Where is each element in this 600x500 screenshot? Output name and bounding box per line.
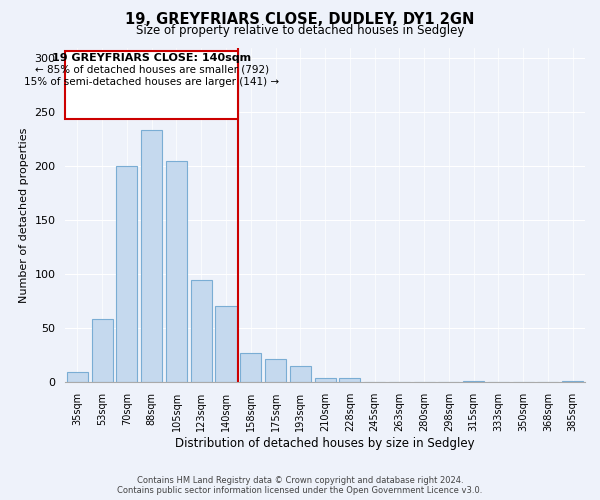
X-axis label: Distribution of detached houses by size in Sedgley: Distribution of detached houses by size … (175, 437, 475, 450)
Bar (339, 378, 361, 382)
Bar (67, 372, 88, 382)
Y-axis label: Number of detached properties: Number of detached properties (19, 127, 29, 302)
Text: ← 85% of detached houses are smaller (792): ← 85% of detached houses are smaller (79… (35, 65, 269, 75)
Text: 19 GREYFRIARS CLOSE: 140sqm: 19 GREYFRIARS CLOSE: 140sqm (52, 52, 251, 62)
Bar (314, 378, 335, 382)
Bar (166, 161, 187, 382)
FancyBboxPatch shape (65, 51, 238, 120)
Bar (265, 358, 286, 382)
Bar (215, 306, 236, 382)
Bar (92, 318, 113, 382)
Bar (116, 166, 137, 382)
Bar (240, 353, 261, 382)
Text: Size of property relative to detached houses in Sedgley: Size of property relative to detached ho… (136, 24, 464, 37)
Bar (290, 366, 311, 382)
Text: 19, GREYFRIARS CLOSE, DUDLEY, DY1 2GN: 19, GREYFRIARS CLOSE, DUDLEY, DY1 2GN (125, 12, 475, 28)
Bar (141, 130, 162, 382)
Bar (191, 280, 212, 382)
Text: Contains HM Land Registry data © Crown copyright and database right 2024.
Contai: Contains HM Land Registry data © Crown c… (118, 476, 482, 495)
Text: 15% of semi-detached houses are larger (141) →: 15% of semi-detached houses are larger (… (24, 77, 279, 87)
